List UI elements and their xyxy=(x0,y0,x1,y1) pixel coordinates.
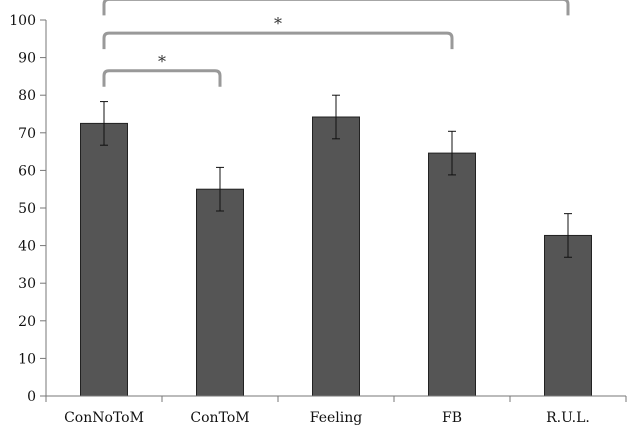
y-tick-label: 60 xyxy=(18,163,36,179)
category-label: ConToM xyxy=(190,410,249,426)
y-tick-label: 100 xyxy=(9,13,36,29)
bar-feeling xyxy=(312,116,360,397)
category-label: FB xyxy=(442,410,462,426)
y-tick-label: 20 xyxy=(18,314,36,330)
bar-contom xyxy=(196,188,244,397)
y-tick-label: 40 xyxy=(18,239,36,255)
bars xyxy=(80,116,592,397)
y-tick-label: 10 xyxy=(18,351,36,367)
significance-brackets: *** xyxy=(102,0,570,87)
y-tick-label: 0 xyxy=(27,389,36,405)
bar-r-u-l xyxy=(544,234,592,397)
significance-bracket xyxy=(102,69,222,87)
significance-bracket xyxy=(102,0,570,16)
y-tick-label: 80 xyxy=(18,88,36,104)
bar-connotom xyxy=(80,122,128,397)
y-tick-label: 70 xyxy=(18,126,36,142)
bar-fb xyxy=(428,152,476,397)
significance-star: * xyxy=(274,14,282,33)
y-tick-label: 30 xyxy=(18,276,36,292)
y-tick-label: 50 xyxy=(18,201,36,217)
x-ticks xyxy=(45,396,627,402)
significance-star: * xyxy=(158,52,166,71)
category-label: Feeling xyxy=(310,410,362,426)
error-bars xyxy=(100,94,572,258)
category-labels: ConNoToM ConToM Feeling FB R.U.L. xyxy=(64,410,590,426)
category-label: ConNoToM xyxy=(64,410,144,426)
y-tick-label: 90 xyxy=(18,51,36,67)
y-ticks: 0 10 20 30 40 50 60 70 80 90 100 xyxy=(9,13,46,405)
category-label: R.U.L. xyxy=(546,410,590,426)
significance-bracket xyxy=(102,31,454,50)
